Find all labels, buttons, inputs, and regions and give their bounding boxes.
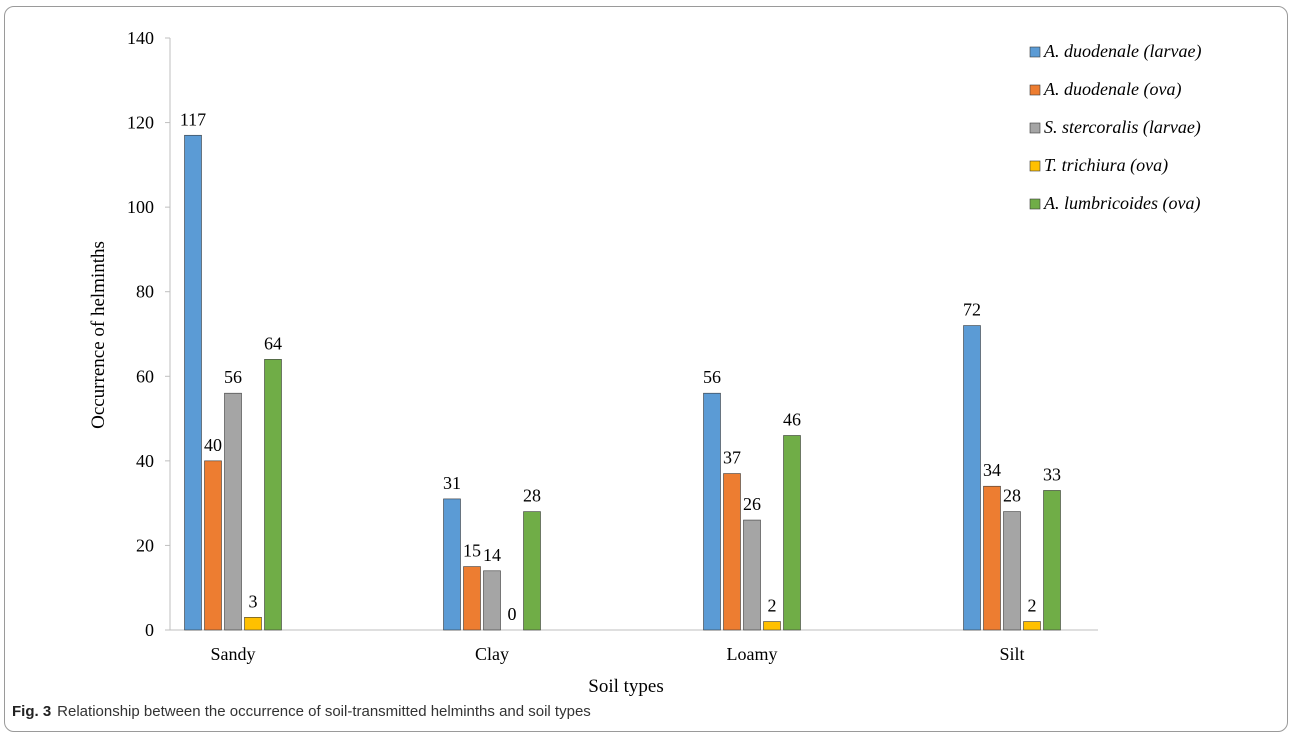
legend-swatch bbox=[1029, 198, 1041, 210]
bar bbox=[523, 511, 541, 631]
data-label: 28 bbox=[523, 486, 541, 506]
data-label: 72 bbox=[963, 300, 981, 320]
caption-label: Fig. 3 bbox=[12, 703, 52, 720]
x-axis-title: Soil types bbox=[588, 676, 663, 697]
bar bbox=[703, 392, 721, 631]
data-label: 33 bbox=[1043, 464, 1061, 484]
y-tick-label: 60 bbox=[136, 366, 154, 386]
bar bbox=[763, 621, 781, 631]
legend-entry: T. trichiura (ova) bbox=[1044, 155, 1168, 176]
data-label: 2 bbox=[1028, 596, 1037, 616]
data-label: 0 bbox=[508, 604, 517, 624]
legend-entry: S. stercoralis (larvae) bbox=[1044, 117, 1201, 138]
bar bbox=[224, 392, 242, 631]
data-label: 40 bbox=[204, 435, 222, 455]
data-label: 31 bbox=[443, 473, 461, 493]
y-tick-label: 120 bbox=[127, 113, 154, 133]
data-label: 37 bbox=[723, 448, 741, 468]
y-tick-label: 20 bbox=[136, 535, 154, 555]
y-tick-label: 0 bbox=[145, 620, 154, 640]
y-axis-title: Occurrence of helminths bbox=[88, 241, 109, 429]
data-label: 15 bbox=[463, 541, 481, 561]
legend-swatch bbox=[1029, 160, 1041, 172]
data-label: 3 bbox=[249, 591, 258, 611]
y-axis: 0 20 40 60 80 100 120 140 bbox=[127, 28, 171, 640]
legend: A. duodenale (larvae) A. duodenale (ova) S… bbox=[1029, 41, 1201, 214]
bar bbox=[463, 566, 481, 631]
bar bbox=[743, 519, 761, 631]
y-tick-label: 100 bbox=[127, 197, 154, 217]
y-tick-label: 140 bbox=[127, 28, 154, 48]
bar bbox=[723, 473, 741, 631]
bar bbox=[264, 359, 282, 631]
bar bbox=[443, 498, 461, 631]
legend-swatch bbox=[1029, 46, 1041, 58]
bar bbox=[963, 325, 981, 631]
data-label: 64 bbox=[264, 333, 282, 353]
x-tick-label: Clay bbox=[475, 644, 509, 664]
caption-text: Relationship between the occurrence of s… bbox=[57, 703, 591, 720]
bar bbox=[204, 460, 222, 631]
legend-swatch bbox=[1029, 122, 1041, 134]
figure-caption: Fig. 3 Relationship between the occurrenc… bbox=[12, 703, 591, 720]
bar bbox=[983, 485, 1001, 631]
legend-entry: A. duodenale (larvae) bbox=[1043, 41, 1201, 62]
data-label: 56 bbox=[224, 367, 242, 387]
bar bbox=[483, 570, 501, 631]
data-label: 46 bbox=[783, 409, 801, 429]
data-label: 34 bbox=[983, 460, 1001, 480]
bar bbox=[783, 435, 801, 631]
x-tick-label: Sandy bbox=[211, 644, 256, 664]
legend-entry: A. lumbricoides (ova) bbox=[1043, 193, 1200, 214]
data-label: 56 bbox=[703, 367, 721, 387]
legend-entry: A. duodenale (ova) bbox=[1043, 79, 1181, 100]
bar bbox=[184, 134, 202, 631]
y-tick-label: 40 bbox=[136, 451, 154, 471]
bar bbox=[244, 617, 262, 631]
x-tick-label: Silt bbox=[999, 644, 1024, 664]
x-tick-label: Loamy bbox=[727, 644, 778, 664]
bar bbox=[1023, 621, 1041, 631]
legend-swatch bbox=[1029, 84, 1041, 96]
y-tick-label: 80 bbox=[136, 282, 154, 302]
bar bbox=[1003, 511, 1021, 631]
bar bbox=[1043, 490, 1061, 631]
data-label: 26 bbox=[743, 494, 761, 514]
data-label: 28 bbox=[1003, 486, 1021, 506]
bars bbox=[184, 134, 1061, 631]
x-axis: Sandy Clay Loamy Silt bbox=[170, 629, 1098, 664]
data-label: 117 bbox=[180, 109, 206, 129]
data-label: 14 bbox=[483, 545, 501, 565]
data-label: 2 bbox=[768, 596, 777, 616]
